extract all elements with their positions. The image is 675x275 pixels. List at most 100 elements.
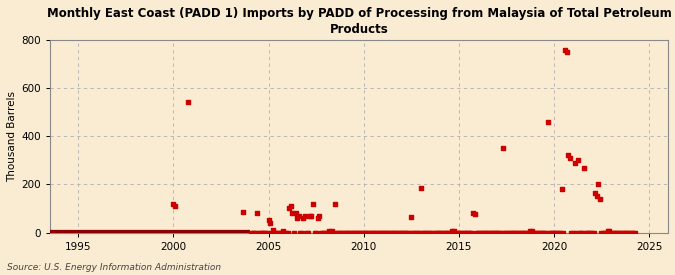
Point <box>250 230 261 235</box>
Point <box>367 230 377 235</box>
Point <box>282 230 293 235</box>
Title: Monthly East Coast (PADD 1) Imports by PADD of Processing from Malaysia of Total: Monthly East Coast (PADD 1) Imports by P… <box>47 7 671 36</box>
Point <box>428 230 439 235</box>
Point <box>420 230 431 235</box>
Point <box>628 230 639 235</box>
Point <box>374 230 385 235</box>
Point <box>373 230 383 235</box>
Point <box>382 230 393 235</box>
Point <box>315 230 326 235</box>
Point <box>274 230 285 235</box>
Point <box>336 230 347 235</box>
Point <box>301 230 312 235</box>
Point <box>271 230 282 235</box>
Point <box>328 230 339 235</box>
Text: Source: U.S. Energy Information Administration: Source: U.S. Energy Information Administ… <box>7 263 221 272</box>
Point <box>595 197 605 201</box>
Point <box>461 230 472 235</box>
Point <box>558 230 569 235</box>
Point <box>605 230 616 235</box>
Point <box>349 230 360 235</box>
Point <box>500 230 510 235</box>
Point <box>431 230 442 235</box>
Point <box>541 230 551 235</box>
Point <box>508 230 518 235</box>
Point <box>566 230 576 235</box>
Point <box>390 230 401 235</box>
Point <box>515 230 526 235</box>
Point <box>450 230 461 235</box>
Point <box>439 230 450 235</box>
Point <box>314 213 325 218</box>
Point <box>398 230 408 235</box>
Point <box>471 230 482 235</box>
Point <box>474 230 485 235</box>
Point <box>601 230 612 235</box>
Point <box>476 230 487 235</box>
Point <box>526 229 537 233</box>
Point <box>396 230 407 235</box>
Point <box>618 230 629 235</box>
Point <box>410 230 421 235</box>
Point <box>510 230 521 235</box>
Point <box>356 230 367 235</box>
Point <box>408 230 418 235</box>
Point <box>587 230 597 235</box>
Point <box>455 230 466 235</box>
Point <box>415 186 426 190</box>
Point <box>308 201 319 206</box>
Point <box>524 229 535 233</box>
Point <box>585 230 596 235</box>
Point <box>545 230 556 235</box>
Point <box>563 153 574 158</box>
Point <box>354 230 364 235</box>
Point <box>379 230 389 235</box>
Point <box>433 230 443 235</box>
Point <box>577 230 588 235</box>
Point <box>169 204 180 208</box>
Point <box>168 201 179 206</box>
Point <box>469 212 480 217</box>
Point <box>488 230 499 235</box>
Point <box>495 230 506 235</box>
Point <box>255 230 266 235</box>
Point <box>249 230 260 235</box>
Point <box>352 230 362 235</box>
Point <box>477 230 488 235</box>
Point <box>531 230 542 235</box>
Point <box>482 230 493 235</box>
Point <box>588 230 599 235</box>
Point <box>549 230 560 235</box>
Point <box>481 230 491 235</box>
Point <box>554 230 564 235</box>
Point <box>550 230 561 235</box>
Point <box>340 230 350 235</box>
Point <box>610 230 621 235</box>
Point <box>383 230 394 235</box>
Point <box>501 230 512 235</box>
Point <box>447 229 458 233</box>
Point <box>570 230 581 235</box>
Point <box>536 230 547 235</box>
Point <box>284 206 294 211</box>
Point <box>388 230 399 235</box>
Point <box>464 230 475 235</box>
Point <box>578 165 589 170</box>
Point <box>520 230 531 235</box>
Point <box>300 213 310 218</box>
Point <box>363 230 374 235</box>
Point <box>310 230 321 235</box>
Point <box>331 230 342 235</box>
Point <box>263 218 274 223</box>
Point <box>418 230 429 235</box>
Point <box>537 230 548 235</box>
Y-axis label: Thousand Barrels: Thousand Barrels <box>7 91 17 182</box>
Point <box>385 230 396 235</box>
Point <box>341 230 352 235</box>
Point <box>458 230 469 235</box>
Point <box>323 229 334 233</box>
Point <box>624 230 635 235</box>
Point <box>533 230 543 235</box>
Point <box>338 230 348 235</box>
Point <box>626 230 637 235</box>
